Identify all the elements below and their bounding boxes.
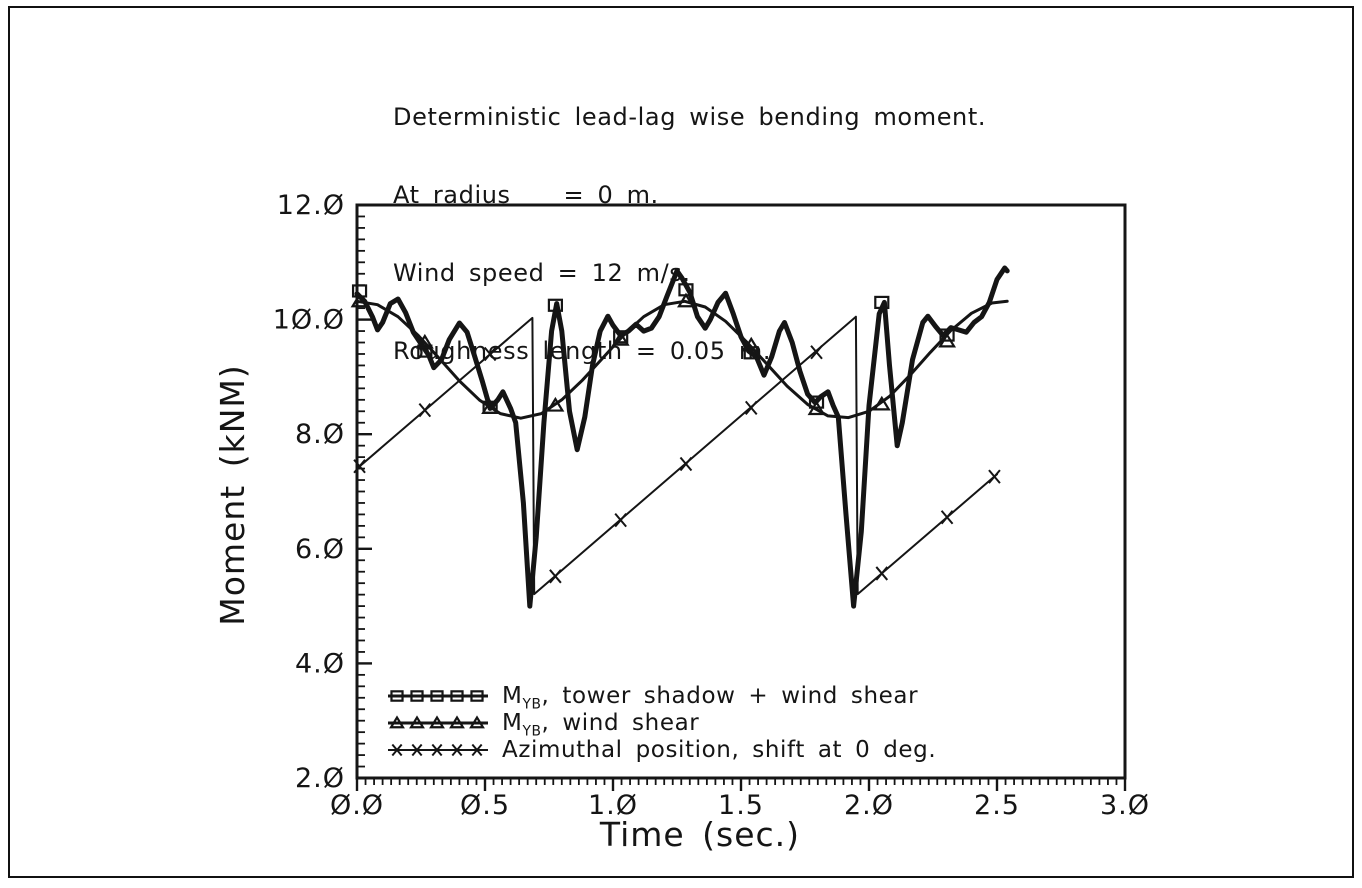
- y-tick-label: 12.Ø: [277, 190, 345, 221]
- triangle-marker: [415, 333, 434, 349]
- triangle-marker: [409, 714, 425, 728]
- series-myb-tower-shadow-wind-shear: [351, 265, 1010, 609]
- legend-swatch-triangle-series: [388, 714, 488, 728]
- square-marker: [808, 395, 825, 409]
- figure-title-line-4: Roughness length = 0.05 m.: [393, 337, 772, 365]
- x-axis-title: Time (sec.): [599, 815, 800, 854]
- y-axis-title: Moment (kNM): [213, 364, 252, 625]
- legend-swatch-square-series: [388, 689, 488, 702]
- x-marker: [679, 456, 693, 472]
- x-marker: [471, 743, 483, 756]
- legend-row-tower-shadow: MYB, tower shadow + wind shear: [386, 682, 936, 713]
- figure-title-line-3: Wind speed = 12 m/s.: [393, 259, 691, 287]
- triangle-marker: [469, 714, 485, 728]
- square-marker: [939, 328, 955, 342]
- square-marker: [450, 689, 464, 702]
- series-azimuthal-position: [353, 315, 1001, 596]
- triangle-marker: [350, 292, 369, 308]
- triangle-marker: [389, 714, 405, 728]
- legend-swatch-x-series: [388, 743, 488, 756]
- y-axis: 2.Ø 4.Ø 6.Ø 8.Ø 1Ø.Ø 12.Ø: [273, 190, 372, 794]
- x-marker: [614, 513, 627, 528]
- x-marker: [549, 569, 562, 584]
- triangle-marker: [872, 395, 891, 411]
- triangle-marker: [611, 331, 630, 346]
- square-marker: [410, 689, 424, 702]
- square-marker: [390, 689, 404, 702]
- x-tick-label: 2.Ø: [844, 790, 894, 821]
- series-line-myb-wind-shear: [355, 299, 1009, 420]
- x-tick-label: Ø.Ø: [330, 790, 384, 821]
- x-axis: Ø.Ø Ø.5 1.Ø 1.5 2.Ø 2.5 3.Ø: [330, 778, 1150, 821]
- x-marker: [810, 345, 823, 360]
- x-marker: [431, 743, 443, 756]
- triangle-marker: [742, 336, 761, 352]
- chart-legend: MYB, tower shadow + wind shear MYB, wind…: [386, 682, 936, 763]
- x-marker: [391, 743, 403, 756]
- triangle-marker: [449, 714, 465, 728]
- x-marker: [940, 510, 954, 525]
- triangle-marker: [807, 400, 826, 416]
- y-tick-label: 2.Ø: [295, 763, 345, 794]
- x-marker: [353, 459, 366, 474]
- y-tick-label: 6.Ø: [295, 534, 345, 565]
- x-marker: [451, 743, 463, 756]
- series-myb-wind-shear: [350, 292, 1009, 420]
- y-tick-label: 4.Ø: [295, 648, 345, 679]
- y-tick-label: 1Ø.Ø: [273, 305, 345, 336]
- x-marker: [418, 402, 432, 418]
- legend-row-wind-shear: MYB, wind shear: [386, 709, 936, 740]
- figure-title-line-1: Deterministic lead-lag wise bending mome…: [393, 103, 987, 131]
- legend-row-azimuthal: Azimuthal position, shift at 0 deg.: [386, 736, 936, 763]
- x-marker: [483, 346, 497, 362]
- triangle-marker: [481, 399, 500, 414]
- square-marker: [874, 295, 890, 310]
- legend-label-tower-shadow: MYB, tower shadow + wind shear: [502, 682, 919, 713]
- x-tick-label: 3.Ø: [1100, 790, 1150, 821]
- x-marker: [411, 743, 423, 756]
- series-line-azimuthal-position: [356, 315, 998, 596]
- x-marker: [875, 566, 889, 581]
- series-line-myb-tower-shadow-wind-shear: [354, 265, 1010, 609]
- square-marker: [470, 689, 484, 702]
- legend-label-wind-shear: MYB, wind shear: [502, 709, 700, 740]
- x-tick-label: 1.5: [718, 790, 764, 821]
- y-tick-label: 8.Ø: [295, 419, 345, 450]
- x-marker: [988, 469, 1001, 484]
- legend-label-azimuthal: Azimuthal position, shift at 0 deg.: [502, 736, 937, 763]
- triangle-marker: [938, 332, 957, 348]
- x-marker: [744, 400, 758, 415]
- square-marker: [547, 298, 564, 312]
- x-tick-label: Ø.5: [460, 790, 510, 821]
- x-tick-label: 2.5: [974, 790, 1020, 821]
- triangle-marker: [677, 292, 695, 308]
- figure-title-block: Deterministic lead-lag wise bending mome…: [393, 52, 986, 416]
- triangle-marker: [546, 396, 565, 412]
- x-tick-label: 1.Ø: [588, 790, 638, 821]
- triangle-marker: [429, 714, 445, 728]
- square-marker: [430, 689, 444, 702]
